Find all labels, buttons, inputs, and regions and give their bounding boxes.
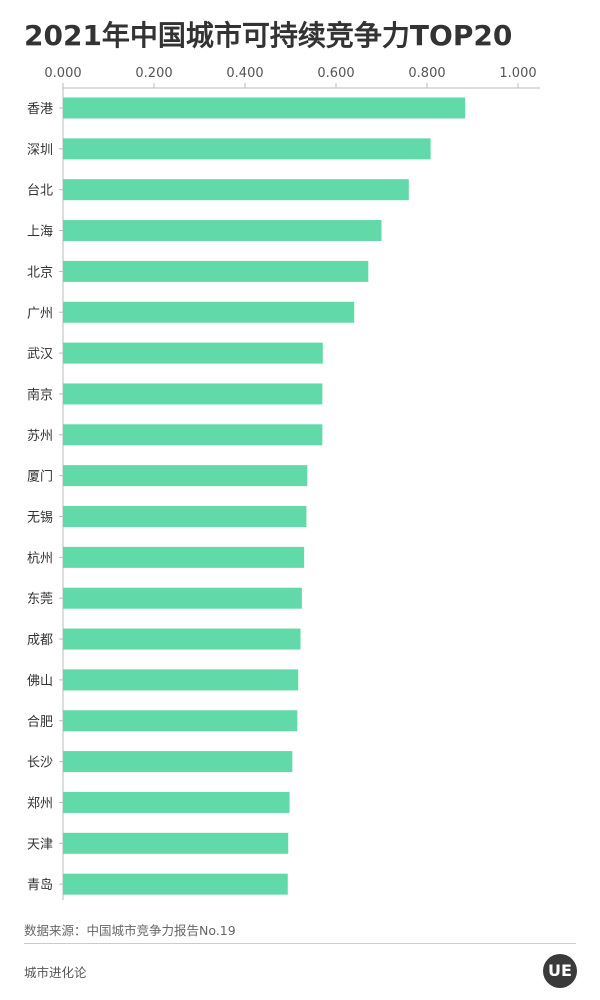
x-tick-label: 0.000 bbox=[44, 66, 81, 81]
bar bbox=[63, 97, 466, 119]
x-tick-label: 0.600 bbox=[317, 66, 354, 81]
category-label: 杭州 bbox=[27, 551, 53, 566]
bar bbox=[63, 587, 302, 609]
bar bbox=[63, 465, 308, 487]
category-label: 南京 bbox=[27, 387, 53, 403]
category-label: 佛山 bbox=[27, 674, 53, 689]
category-label: 武汉 bbox=[27, 347, 53, 362]
bar bbox=[63, 628, 301, 650]
bar bbox=[63, 710, 298, 732]
category-label: 厦门 bbox=[27, 470, 53, 485]
bar bbox=[63, 506, 307, 527]
category-label: 上海 bbox=[27, 225, 53, 240]
bar bbox=[63, 832, 289, 854]
category-label: 台北 bbox=[27, 184, 53, 199]
bars bbox=[63, 97, 466, 895]
bar bbox=[63, 791, 290, 813]
category-label: 天津 bbox=[27, 837, 53, 852]
category-label: 郑州 bbox=[27, 796, 53, 811]
category-label: 深圳 bbox=[27, 143, 53, 158]
bar bbox=[63, 342, 323, 364]
bar bbox=[63, 669, 299, 691]
bar bbox=[63, 179, 409, 201]
category-label: 苏州 bbox=[27, 428, 53, 444]
x-tick-label: 0.200 bbox=[135, 66, 172, 81]
brand-name: 城市进化论 bbox=[24, 965, 87, 980]
bar bbox=[63, 383, 323, 405]
category-label: 东莞 bbox=[27, 592, 53, 607]
bar bbox=[63, 138, 431, 160]
category-label: 长沙 bbox=[27, 756, 53, 771]
bar bbox=[63, 424, 323, 446]
category-label: 广州 bbox=[27, 306, 53, 321]
bar bbox=[63, 873, 288, 895]
chart-title: 2021年中国城市可持续竞争力TOP20 bbox=[24, 19, 513, 52]
bar bbox=[63, 220, 382, 242]
bar bbox=[63, 751, 293, 773]
brand-logo: UE bbox=[543, 954, 577, 988]
category-label: 合肥 bbox=[27, 715, 53, 730]
category-label: 青岛 bbox=[27, 877, 53, 893]
bar bbox=[63, 260, 369, 282]
category-label: 北京 bbox=[27, 265, 53, 280]
data-source: 数据来源：中国城市竞争力报告No.19 bbox=[24, 923, 236, 938]
x-tick-label: 1.000 bbox=[499, 66, 536, 81]
bar-chart: 0.000 0.200 0.400 0.600 0.800 1.000 香港深圳台北上海北… bbox=[27, 66, 540, 901]
x-tick-label: 0.800 bbox=[408, 66, 445, 81]
category-label: 成都 bbox=[27, 633, 53, 648]
category-label: 无锡 bbox=[27, 511, 53, 526]
x-tick-label: 0.400 bbox=[226, 66, 263, 81]
category-label: 香港 bbox=[27, 102, 53, 117]
footer-divider bbox=[24, 943, 576, 944]
bar bbox=[63, 301, 355, 323]
bar bbox=[63, 546, 305, 568]
